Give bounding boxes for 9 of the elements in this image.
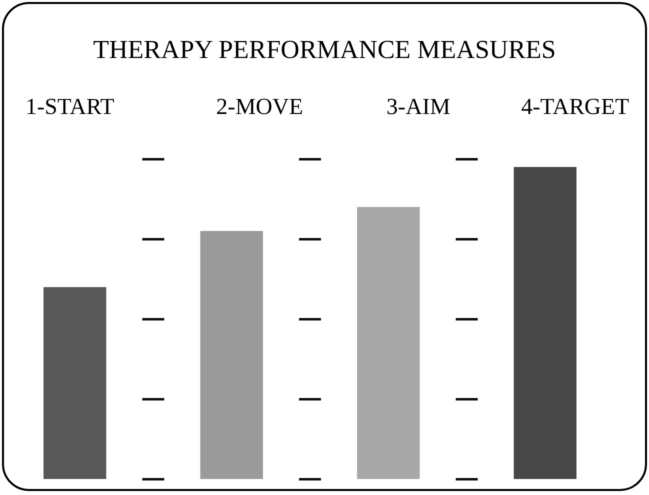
x-tick-label: 3-AIM: [386, 94, 450, 119]
chart-title: THERAPY PERFORMANCE MEASURES: [93, 35, 556, 64]
bar: [357, 206, 420, 479]
x-tick-label: 4-TARGET: [521, 94, 630, 119]
x-tick-label: 2-MOVE: [216, 94, 304, 119]
bar: [200, 230, 263, 479]
x-tick-label: 1-START: [25, 94, 114, 119]
bar: [44, 287, 106, 479]
bar: [514, 167, 576, 479]
